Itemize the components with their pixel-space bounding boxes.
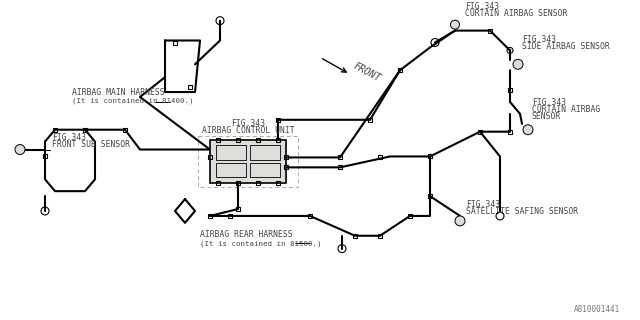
Text: CURTAIN AIRBAG: CURTAIN AIRBAG (532, 105, 600, 114)
Text: FIG.343: FIG.343 (231, 119, 265, 128)
Text: SATELLITE SAFING SENSOR: SATELLITE SAFING SENSOR (466, 207, 578, 216)
Text: FRONT: FRONT (352, 61, 383, 84)
Text: AIRBAG REAR HARNESS: AIRBAG REAR HARNESS (200, 230, 292, 239)
Circle shape (513, 59, 523, 69)
Text: SIDE AIRBAG SENSOR: SIDE AIRBAG SENSOR (522, 43, 610, 52)
Circle shape (523, 125, 533, 135)
Text: FIG.343: FIG.343 (522, 36, 556, 44)
Text: FRONT SUB SENSOR: FRONT SUB SENSOR (52, 140, 130, 148)
Text: FIG.343: FIG.343 (532, 98, 566, 107)
Text: (It is contained in 81400.): (It is contained in 81400.) (72, 97, 193, 104)
Circle shape (15, 145, 25, 155)
Text: (It is contained in 81500.): (It is contained in 81500.) (200, 240, 321, 247)
Text: AIRBAG CONTROL UNIT: AIRBAG CONTROL UNIT (202, 126, 294, 135)
FancyBboxPatch shape (210, 140, 286, 183)
Text: SENSOR: SENSOR (532, 112, 561, 121)
Text: FIG.343: FIG.343 (465, 2, 499, 11)
Circle shape (455, 216, 465, 226)
Text: A810001441: A810001441 (573, 305, 620, 314)
Text: FIG.343: FIG.343 (52, 132, 86, 141)
Text: FIG.343: FIG.343 (466, 200, 500, 209)
Text: CURTAIN AIRBAG SENSOR: CURTAIN AIRBAG SENSOR (465, 9, 568, 18)
Text: AIRBAG MAIN HARNESS: AIRBAG MAIN HARNESS (72, 88, 164, 97)
Circle shape (451, 20, 460, 29)
